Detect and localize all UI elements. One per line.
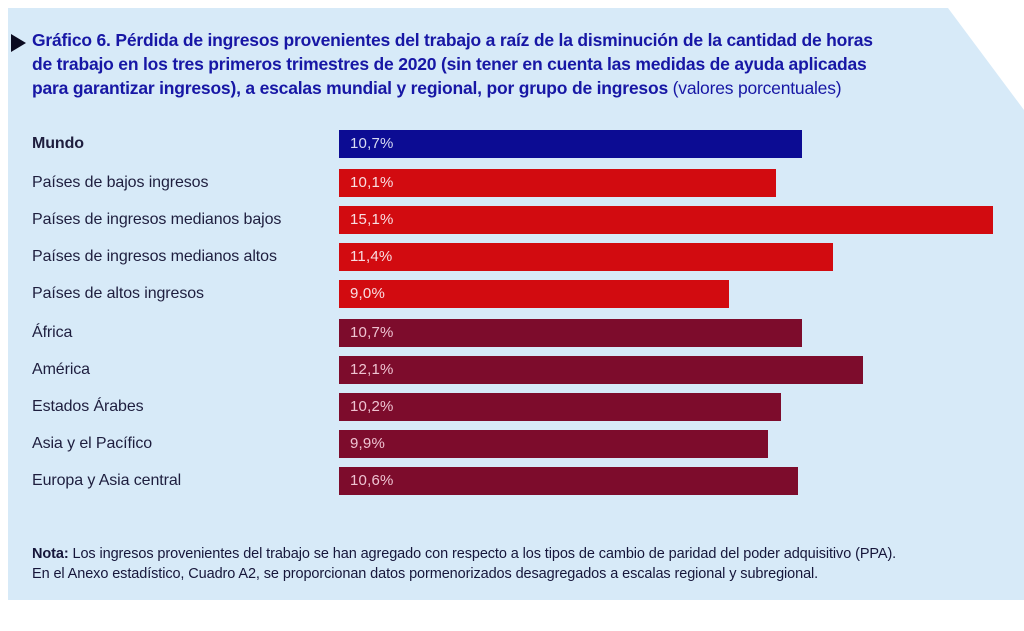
note-line-1-text: Los ingresos provenientes del trabajo se… (68, 546, 897, 562)
bar: 10,7% (339, 130, 802, 158)
chart-row: Países de ingresos medianos altos 11,4% (32, 243, 1024, 271)
bar-value-label: 12,1% (350, 361, 394, 378)
figure-title-line-1: Gráfico 6. Pérdida de ingresos provenien… (32, 30, 873, 50)
note-line-2: En el Anexo estadístico, Cuadro A2, se p… (32, 566, 819, 582)
bar: 10,1% (339, 169, 776, 197)
bar-value-label: 9,9% (350, 435, 385, 452)
bar-chart: Mundo 10,7% Países de bajos ingresos 10,1% P… (32, 130, 1024, 504)
bar-value-label: 10,1% (350, 174, 394, 191)
category-label: Países de ingresos medianos altos (32, 248, 277, 265)
bar: 10,6% (339, 467, 798, 495)
bar-value-label: 11,4% (350, 248, 393, 265)
category-label: Estados Árabes (32, 398, 144, 415)
category-label: Países de ingresos medianos bajos (32, 211, 282, 228)
bar: 10,2% (339, 393, 781, 421)
category-label: África (32, 324, 73, 341)
figure-title-line-2: de trabajo en los tres primeros trimestr… (32, 54, 867, 74)
chart-row: Mundo 10,7% (32, 130, 1024, 158)
note-label: Nota: (32, 546, 69, 562)
bar: 9,9% (339, 430, 768, 458)
bar-value-label: 10,2% (350, 398, 394, 415)
bar: 9,0% (339, 280, 729, 308)
bar-value-label: 10,7% (350, 135, 394, 152)
figure-title-line-3-normal: (valores porcentuales) (672, 78, 842, 98)
category-label: Mundo (32, 135, 84, 152)
bar-value-label: 10,7% (350, 324, 394, 341)
triangle-bullet-icon (11, 34, 26, 52)
figure-title-line-3: para garantizar ingresos), a escalas mun… (32, 76, 982, 100)
chart-row: América 12,1% (32, 356, 1024, 384)
bar-value-label: 9,0% (350, 285, 385, 302)
category-label: Países de bajos ingresos (32, 174, 209, 191)
bar: 11,4% (339, 243, 833, 271)
bar: 12,1% (339, 356, 863, 384)
figure-title: Gráfico 6. Pérdida de ingresos provenien… (32, 28, 982, 100)
bar: 10,7% (339, 319, 802, 347)
chart-row: Europa y Asia central 10,6% (32, 467, 1024, 495)
chart-row: Países de bajos ingresos 10,1% (32, 169, 1024, 197)
category-label: Europa y Asia central (32, 472, 182, 489)
category-label: Asia y el Pacífico (32, 435, 153, 452)
chart-row: Asia y el Pacífico 9,9% (32, 430, 1024, 458)
figure-panel: Gráfico 6. Pérdida de ingresos provenien… (8, 8, 1024, 600)
figure-title-line-3-bold: para garantizar ingresos), a escalas mun… (32, 78, 673, 98)
category-label: Países de altos ingresos (32, 285, 204, 302)
category-label: América (32, 361, 90, 378)
chart-row: Estados Árabes 10,2% (32, 393, 1024, 421)
chart-row: Países de altos ingresos 9,0% (32, 280, 1024, 308)
note-line-1: Nota: Los ingresos provenientes del trab… (32, 544, 1012, 564)
bar-value-label: 15,1% (350, 211, 394, 228)
bar-value-label: 10,6% (350, 472, 394, 489)
chart-row: Países de ingresos medianos bajos 15,1% (32, 206, 1024, 234)
chart-row: África 10,7% (32, 319, 1024, 347)
bar: 15,1% (339, 206, 993, 234)
figure-note: Nota: Los ingresos provenientes del trab… (32, 544, 1012, 584)
